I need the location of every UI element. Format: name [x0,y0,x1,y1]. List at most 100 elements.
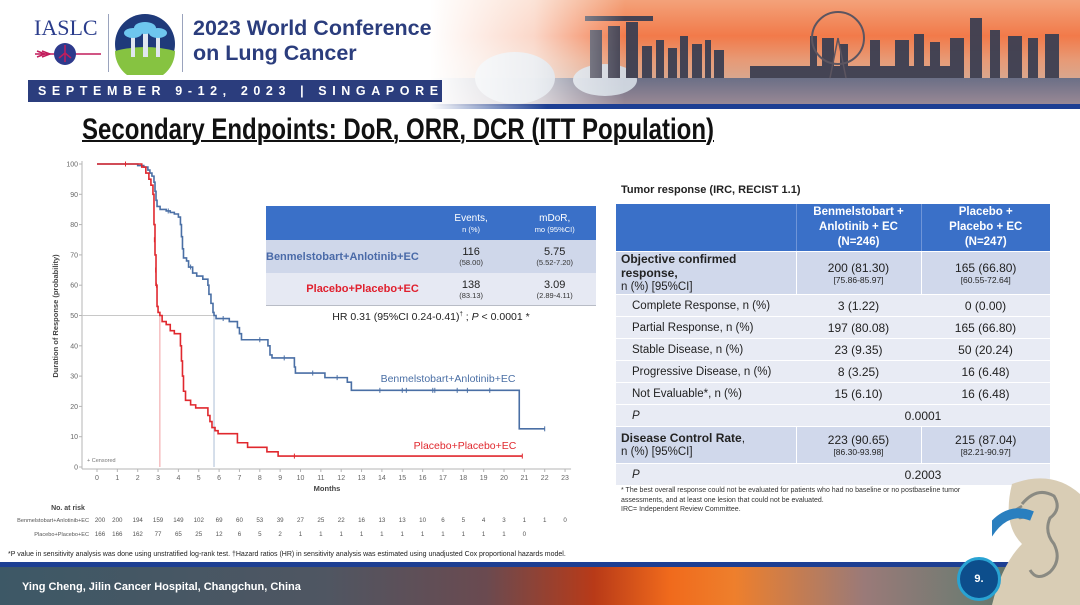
risk-value: 166 [95,531,106,538]
response-label: Progressive Disease, n (%) [616,360,796,383]
dcr-value-control: 215 (87.04) [82.21-90.97] [920,426,1050,464]
orr-label: Objective confirmed response, [621,252,737,280]
column-header-control: Placebo + Placebo + EC (N=247) [921,204,1050,252]
y-tick-label: 80 [70,222,78,229]
risk-value: 6 [238,531,242,538]
arm-name: Placebo+Placebo+EC [266,273,429,306]
risk-value: 13 [378,517,385,524]
x-tick-label: 12 [337,475,345,482]
x-tick-label: 14 [378,475,386,482]
tumor-response-title: Tumor response (IRC, RECIST 1.1) [621,184,801,196]
logo-separator [108,14,109,72]
orr-value-experimental: 200 (81.30) [75.86-85.97] [795,251,921,295]
risk-value: 166 [112,531,123,538]
singapore-skyline-banner [430,0,1080,106]
y-tick-label: 50 [70,313,78,320]
dcr-label-suffix: , [741,431,746,445]
x-tick-label: 0 [95,475,99,482]
risk-value: 1 [380,531,384,538]
risk-value: 1 [421,531,425,538]
risk-value: 194 [133,517,144,524]
conference-title-line1: 2023 World Conference [193,16,432,40]
orr-value-control: 165 (66.80) [60.55-72.64] [920,251,1050,295]
risk-value: 65 [175,531,182,538]
series-label-experimental: Benmelstobart+Anlotinib+EC [381,373,516,385]
footer-rule [0,562,1080,567]
x-tick-label: 9 [278,475,282,482]
events-label: Events, [454,212,488,224]
hr-dagger: † [459,311,463,318]
x-tick-label: 22 [541,475,549,482]
x-tick-label: 6 [217,475,221,482]
dcr-label: Disease Control Rate, [616,431,796,445]
tumor-response-header: Benmelstobart + Anlotinib + EC (N=246) P… [616,204,1050,252]
response-label: Complete Response, n (%) [616,294,796,317]
y-axis-title: Duration of Response (probability) [51,254,60,378]
x-tick-label: 17 [439,475,447,482]
risk-value: 10 [419,517,426,524]
response-label: Not Evaluable*, n (%) [616,382,796,405]
risk-value: 1 [441,531,445,538]
risk-value: 1 [360,531,364,538]
response-value: 3 (1.22) [796,294,921,317]
header-events: Events, n (%) [428,206,514,240]
risk-value: 6 [441,517,445,524]
orr-value: 165 (66.80) [955,261,1017,275]
orr-sublabel: n (%) [95%CI] [621,281,693,293]
risk-value: 4 [482,517,486,524]
x-tick-label: 19 [480,475,488,482]
dcr-sublabel: n (%) [95%CI] [621,446,693,458]
hr-value: HR 0.31 (95%CI 0.24-0.41) [332,311,460,323]
events-unit: n (%) [462,224,481,234]
header-blank-cell [266,206,429,240]
footnote: * The best overall response could not be… [621,487,961,504]
response-row: Partial Response, n (%) 197 (80.08) 165 … [616,316,1050,339]
x-axis-title: Months [314,484,341,493]
p-value: 0.2003 [796,463,1050,486]
page-number-badge: 9. [957,557,1001,601]
iaslc-lung-icon [35,43,101,65]
risk-value: 39 [277,517,284,524]
conference-title: 2023 World Conference on Lung Cancer [193,16,432,66]
y-tick-label: 40 [70,343,78,350]
risk-value: 1 [462,531,466,538]
mdor-ci: (2.89-4.11) [536,290,573,300]
y-tick-label: 60 [70,283,78,290]
risk-value: 60 [236,517,243,524]
response-label: Stable Disease, n (%) [616,338,796,361]
dcr-ci: [86.30-93.98] [833,447,884,457]
mdor-value: 3.09 [543,278,566,291]
merlion-icon [992,478,1080,605]
dcr-row: Disease Control Rate, n (%) [95%CI] 223 … [616,426,1050,464]
x-tick-label: 2 [136,475,140,482]
mdor-ci: (5.52-7.20) [536,258,574,267]
mdor-label: mDoR, [539,212,571,224]
orr-p-row: P 0.0001 [616,404,1050,427]
events-count: 138 [461,278,481,291]
x-tick-label: 10 [297,475,305,482]
p-label: P [616,463,796,486]
y-tick-label: 90 [70,192,78,199]
y-tick-label: 10 [70,434,78,441]
tumor-response-footnotes: * The best overall response could not be… [621,486,991,515]
risk-value: 5 [462,517,466,524]
risk-value: 159 [153,517,164,524]
tumor-response-table: Benmelstobart + Anlotinib + EC (N=246) P… [616,204,1050,486]
x-tick-label: 21 [520,475,528,482]
risk-value: 1 [339,531,343,538]
risk-value: 1 [482,531,486,538]
km-curve-control [97,163,523,457]
dcr-value-experimental: 223 (90.65) [86.30-93.98] [795,426,921,464]
x-tick-label: 5 [197,475,201,482]
orr-ci: [60.55-72.64] [960,275,1011,285]
logo-separator [182,14,183,72]
y-tick-label: 30 [70,374,78,381]
risk-value: 25 [317,517,324,524]
dcr-value: 223 (90.65) [827,433,890,447]
risk-value: 200 [95,517,106,524]
mdor-cell: 3.09 (2.89-4.11) [513,273,596,306]
risk-value: 102 [194,517,205,524]
hr-p-label: P [471,311,479,323]
response-value: 50 (20.24) [921,338,1050,361]
